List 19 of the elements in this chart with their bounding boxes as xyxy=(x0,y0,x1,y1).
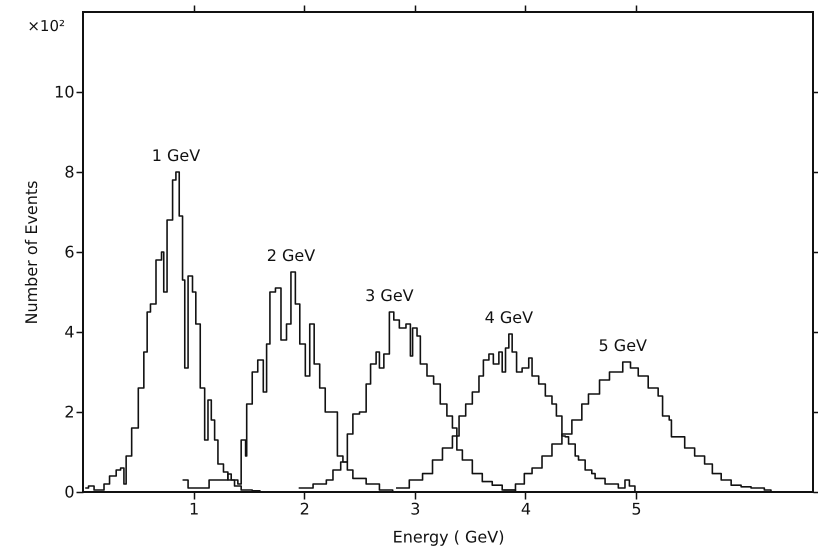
series-label: 3 GeV xyxy=(365,286,414,305)
x-axis-title: Energy ( GeV) xyxy=(392,528,504,546)
y-axis-title: Number of Events xyxy=(22,180,42,325)
text: ×10² xyxy=(27,17,65,35)
series-label: 5 GeV xyxy=(598,336,648,355)
y-tick-label: 4 xyxy=(64,322,74,342)
x-tick-label: 2 xyxy=(300,500,310,518)
y-tick-label: 2 xyxy=(64,402,74,422)
x-tick-label: 5 xyxy=(631,500,642,518)
series-label: 4 GeV xyxy=(484,308,534,327)
x-tick-label: 3 xyxy=(410,500,420,518)
y-tick-label: 8 xyxy=(64,162,74,182)
x-tick-label: 1 xyxy=(189,500,200,518)
y-tick-label: 0 xyxy=(64,482,74,502)
series-label: 1 GeV xyxy=(152,146,200,165)
y-tick-label: 6 xyxy=(64,242,74,262)
x-tick-label: 4 xyxy=(520,500,532,518)
series-label: 2 GeV xyxy=(266,246,316,265)
y-tick-label: 10 xyxy=(54,82,74,102)
